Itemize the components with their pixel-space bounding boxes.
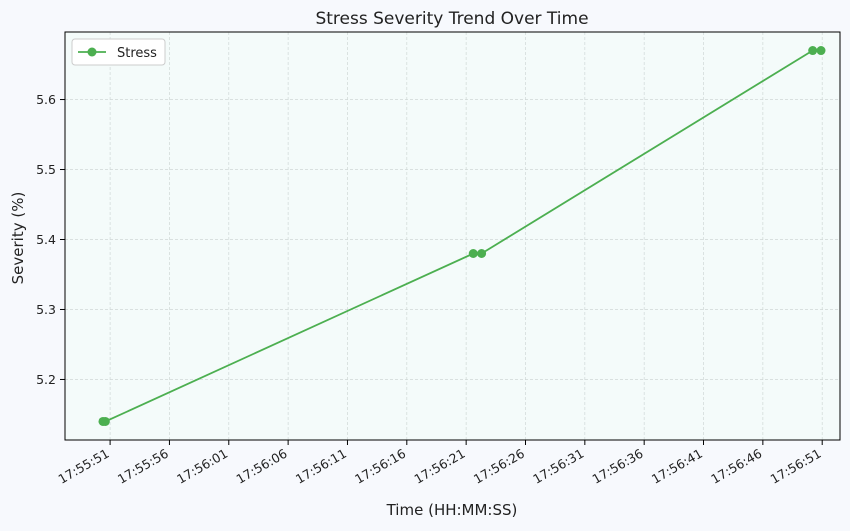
legend-label-stress: Stress	[117, 46, 157, 61]
x-tick-label: 17:56:01	[174, 446, 230, 487]
series-layer	[98, 46, 826, 426]
chart-title: Stress Severity Trend Over Time	[315, 9, 588, 29]
data-point-stress	[808, 46, 818, 56]
y-tick-label: 5.4	[36, 232, 56, 247]
x-tick-label: 17:56:46	[708, 446, 764, 487]
x-tick-label: 17:56:06	[234, 446, 290, 487]
plot-frame	[64, 31, 841, 441]
x-axis-label: Time (HH:MM:SS)	[386, 501, 518, 519]
plot-area	[64, 31, 841, 441]
x-tick-label: 17:56:11	[293, 446, 349, 487]
x-tick-label: 17:56:21	[412, 446, 468, 487]
x-tick-label: 17:56:16	[352, 446, 408, 487]
grid-lines	[65, 32, 840, 440]
x-tick-label: 17:56:36	[590, 446, 646, 487]
x-tick-label: 17:55:51	[55, 446, 111, 487]
x-tick-label: 17:56:31	[530, 446, 586, 487]
legend-marker	[87, 47, 97, 57]
data-point-stress	[100, 416, 110, 426]
legend: Stress	[71, 38, 166, 66]
x-tick-label: 17:56:51	[768, 446, 824, 487]
legend-box	[71, 38, 166, 66]
data-point-stress	[816, 46, 826, 56]
x-tick-label: 17:56:26	[471, 446, 527, 487]
data-point-stress	[468, 248, 478, 258]
x-axis: 17:55:51 17:55:56 17:56:01 17:56:06 17:56:11…	[55, 440, 824, 487]
y-tick-label: 5.2	[36, 372, 56, 387]
y-axis-label: Severity (%)	[9, 192, 27, 285]
y-tick-label: 5.3	[36, 302, 56, 317]
data-point-stress	[477, 248, 487, 258]
x-tick-label: 17:55:56	[115, 446, 171, 487]
y-tick-label: 5.6	[36, 92, 56, 107]
x-tick-label: 17:56:41	[649, 446, 705, 487]
y-axis: 5.2 5.3 5.4 5.5 5.6	[36, 92, 65, 387]
y-tick-label: 5.5	[36, 162, 56, 177]
